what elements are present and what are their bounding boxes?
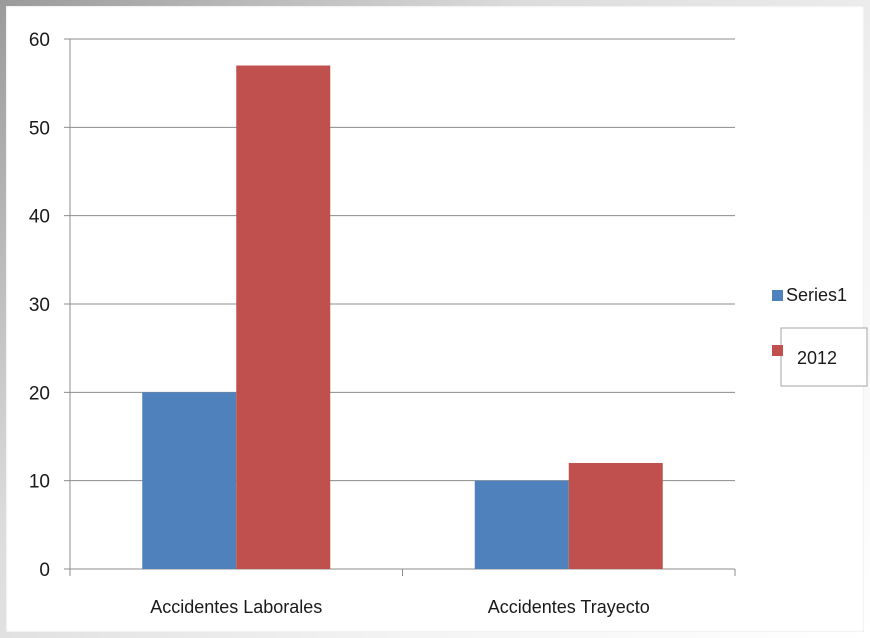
- y-tick-label: 40: [29, 207, 50, 228]
- bar: [474, 480, 569, 569]
- y-tick-label: 10: [29, 472, 50, 493]
- y-axis-tick-labels: 0 10 20 30 40 50 60: [29, 30, 50, 581]
- x-category-label: Accidentes Trayecto: [488, 597, 650, 617]
- y-tick-label: 60: [29, 30, 50, 51]
- bar: [568, 463, 663, 569]
- legend-swatch: [772, 290, 783, 301]
- legend-entry-box: [780, 327, 868, 387]
- y-tick-label: 50: [29, 118, 50, 139]
- bars: [142, 65, 663, 569]
- y-tick-label: 20: [29, 383, 50, 404]
- bar: [236, 65, 331, 569]
- legend-label: Series1: [786, 285, 847, 305]
- legend-swatch: [772, 345, 783, 356]
- x-category-label: Accidentes Laborales: [150, 597, 322, 617]
- y-tick-label: 0: [39, 560, 50, 581]
- legend-label: 2012: [797, 348, 837, 368]
- bar: [142, 392, 237, 569]
- y-tick-label: 30: [29, 295, 50, 316]
- legend: Series1 2012: [772, 285, 868, 387]
- x-axis-category-labels: Accidentes Laborales Accidentes Trayecto: [150, 597, 650, 617]
